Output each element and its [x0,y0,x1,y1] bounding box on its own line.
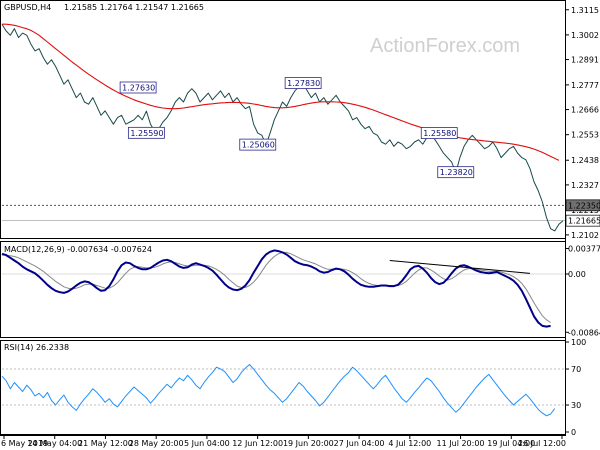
rsi-tick-label: 70 [571,365,581,374]
price-tick-label: 1.3115 [571,6,599,15]
price-tick-label: 1.2777 [571,81,599,90]
price-panel-frame [0,0,566,239]
rsi-line [1,364,556,417]
price-annotation-label: 1.27630 [122,84,155,93]
price-annotation-box [239,138,277,151]
price-tick-label: 1.3002 [571,31,599,40]
x-tick-label: 19 Jun 20:00 [283,439,334,448]
rsi-panel-frame [0,340,566,435]
price-series-line [1,23,564,232]
x-tick-label: 6 May 2019 [1,439,48,448]
x-tick-label: 5 Jun 04:00 [184,439,230,448]
price-annotation-label: 1.25580 [423,129,456,138]
price-tick-label: 1.2102 [571,231,599,240]
symbol-header: GBPUSD,H4 [4,3,51,12]
macd-label: MACD(12,26,9) -0.007634 -0.007624 [4,245,152,254]
x-tick-label: 21 May 12:00 [78,439,133,448]
macd-tick-label: -0.008646 [568,328,600,337]
price-annotation-label: 1.27830 [287,79,320,88]
macd-main-line [1,249,551,328]
axis-price-box-label: 1.21665 [568,217,600,226]
x-tick-label: 14 May 04:00 [27,439,82,448]
rsi-tick-label: 0 [571,428,576,437]
x-tick-label: 26 Jul 12:00 [518,439,566,448]
x-tick-label: 4 Jul 12:00 [388,439,431,448]
macd-panel-frame [0,241,566,338]
price-annotation-label: 1.25590 [130,129,163,138]
macd-tick-label: 0.003779 [568,245,600,254]
macd-tick-label: 0.00 [568,270,586,279]
x-tick-label: 19 Jul 04:00 [487,439,535,448]
moving-average-line [2,23,560,161]
price-annotation-box [437,166,475,179]
price-tick-label: 1.2553 [571,131,599,140]
price-annotation-box [127,126,165,139]
axis-price-box [565,214,600,227]
x-tick-label: 27 Jun 04:00 [334,439,385,448]
axis-price-box [565,199,600,212]
price-annotation-box [420,127,458,139]
ohlc-header: 1.21585 1.21764 1.21547 1.21665 [64,3,204,12]
axis-price-box-label: 1.22350 [568,201,600,210]
price-annotation-box [284,77,322,89]
price-tick-label: 1.2891 [571,56,599,65]
price-annotation-label: 1.23820 [440,168,473,177]
macd-trendline [389,260,531,274]
price-annotation-box [119,81,157,94]
price-tick-label: 1.2438 [571,156,599,165]
x-tick-label: 28 May 20:00 [129,439,184,448]
x-tick-label: 11 Jul 20:00 [437,439,485,448]
price-tick-label: 1.2327 [571,181,599,190]
watermark: ActionForex.com [370,35,520,57]
rsi-tick-label: 100 [571,338,586,347]
rsi-label: RSI(14) 26.2338 [4,343,69,352]
price-tick-label: 1.2666 [571,106,599,115]
price-annotation-label: 1.25060 [242,141,275,150]
x-tick-label: 12 Jun 12:00 [232,439,283,448]
rsi-tick-label: 30 [571,401,581,410]
